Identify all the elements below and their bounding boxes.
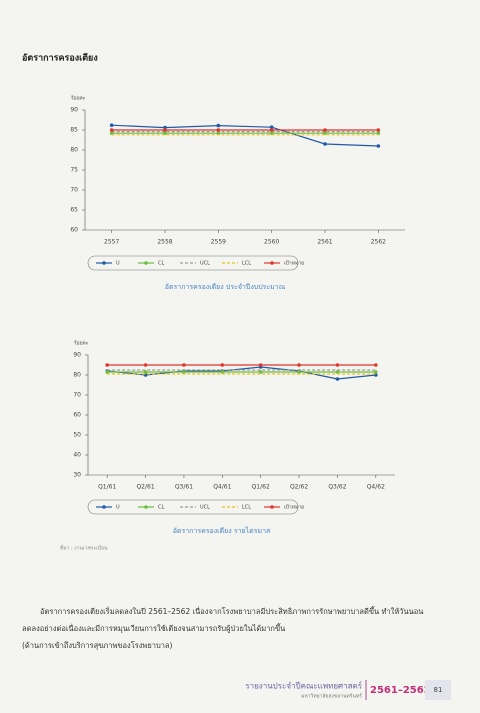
legend-label: U bbox=[116, 261, 120, 267]
page-title: อัตราการครองเตียง bbox=[22, 53, 98, 64]
legend-box bbox=[87, 255, 299, 271]
legend-marker bbox=[102, 505, 106, 509]
data-point bbox=[163, 128, 167, 132]
data-point bbox=[323, 142, 327, 146]
x-tick-label: Q2/61 bbox=[136, 484, 154, 491]
y-tick-label: 75 bbox=[70, 167, 78, 174]
legend-marker bbox=[144, 261, 148, 265]
y-tick-label: 30 bbox=[73, 472, 81, 479]
data-point bbox=[335, 370, 340, 374]
data-point bbox=[335, 363, 340, 367]
legend-label: เป้าหมาย bbox=[284, 504, 304, 511]
data-point bbox=[269, 128, 274, 132]
data-point bbox=[269, 131, 274, 135]
x-tick-label: 2559 bbox=[211, 239, 226, 246]
series-line bbox=[107, 366, 376, 380]
data-point bbox=[216, 131, 221, 135]
y-tick-label: 70 bbox=[70, 187, 78, 194]
y-axis-label: ร้อยละ bbox=[71, 95, 86, 102]
x-tick-label: Q1/62 bbox=[252, 484, 270, 491]
legend-label: CL bbox=[158, 261, 164, 267]
footer-years: 2561–2562 bbox=[370, 685, 431, 696]
y-tick-label: 65 bbox=[70, 207, 78, 214]
legend-label: UCL bbox=[200, 505, 210, 511]
data-point bbox=[269, 125, 274, 129]
x-tick-label: 2558 bbox=[157, 239, 172, 246]
page-number: 81 bbox=[434, 686, 443, 694]
data-point bbox=[376, 144, 381, 148]
footer-text: รายงานประจำปีคณะแพทยศาสตร์ bbox=[245, 681, 362, 691]
legend-marker bbox=[270, 261, 274, 265]
data-point bbox=[143, 370, 148, 374]
data-point bbox=[376, 131, 381, 135]
data-point bbox=[182, 363, 186, 367]
data-point bbox=[216, 128, 221, 132]
data-point bbox=[376, 128, 381, 132]
legend-label: เป้าหมาย bbox=[284, 260, 304, 267]
legend-marker bbox=[270, 505, 274, 509]
x-tick-label: 2560 bbox=[264, 239, 279, 246]
data-point bbox=[109, 128, 114, 132]
y-tick-label: 50 bbox=[73, 432, 81, 439]
data-point bbox=[258, 363, 263, 367]
source: ที่มา : งานเวชระเบียน bbox=[60, 545, 108, 552]
y-tick-label: 90 bbox=[73, 352, 81, 359]
data-point bbox=[297, 370, 301, 374]
x-tick-label: 2557 bbox=[104, 239, 119, 246]
body-line: (ด้านการเข้าถึงบริการสุขภาพของโรงพยาบาล) bbox=[22, 641, 173, 650]
legend-box bbox=[87, 499, 299, 515]
y-tick-label: 40 bbox=[73, 452, 81, 459]
data-point bbox=[163, 131, 167, 135]
legend-marker bbox=[102, 261, 106, 265]
legend-marker bbox=[144, 505, 148, 509]
data-point bbox=[297, 363, 301, 367]
x-tick-label: Q3/62 bbox=[328, 484, 346, 491]
y-tick-label: 85 bbox=[70, 127, 78, 134]
data-point bbox=[335, 377, 340, 381]
y-axis-label: ร้อยละ bbox=[74, 340, 89, 347]
series-line bbox=[111, 124, 379, 147]
data-point bbox=[374, 363, 378, 367]
chart-caption: อัตราการครองเตียง รายไตรมาส bbox=[173, 526, 271, 535]
data-point bbox=[216, 123, 221, 128]
legend-label: LCL bbox=[242, 261, 251, 267]
footer-subtext: มหาวิทยาลัยสงขลานครินทร์ bbox=[301, 693, 362, 700]
data-point bbox=[109, 131, 114, 135]
legend-label: UCL bbox=[200, 261, 210, 267]
page-number-box bbox=[425, 680, 451, 700]
x-tick-label: Q3/61 bbox=[175, 484, 193, 491]
y-tick-label: 60 bbox=[73, 412, 81, 419]
y-tick-label: 70 bbox=[73, 392, 81, 399]
body-line: ลดลงอย่างต่อเนื่องและมีการหมุนเวียนการใช… bbox=[22, 623, 285, 633]
x-tick-label: Q4/62 bbox=[367, 484, 385, 491]
data-point bbox=[220, 370, 225, 374]
data-point bbox=[109, 123, 114, 127]
x-tick-label: Q2/62 bbox=[290, 484, 308, 491]
y-tick-label: 80 bbox=[70, 147, 78, 154]
data-point bbox=[323, 131, 327, 135]
data-point bbox=[323, 128, 327, 132]
x-tick-label: Q1/61 bbox=[98, 484, 116, 491]
data-point bbox=[258, 370, 263, 374]
data-point bbox=[105, 363, 109, 367]
y-tick-label: 80 bbox=[73, 372, 81, 379]
y-tick-label: 90 bbox=[70, 107, 78, 114]
data-point bbox=[143, 363, 148, 367]
data-point bbox=[182, 370, 186, 374]
x-tick-label: 2561 bbox=[317, 239, 332, 246]
x-tick-label: 2562 bbox=[371, 239, 386, 246]
chart-caption: อัตราการครองเตียง ประจำปีงบประมาณ bbox=[165, 283, 286, 291]
y-tick-label: 60 bbox=[70, 227, 78, 234]
legend-label: U bbox=[116, 505, 120, 511]
x-tick-label: Q4/61 bbox=[213, 484, 231, 491]
body-line: อัตราการครองเตียงเริ่มลดลงในปี 2561–2562… bbox=[40, 606, 423, 616]
legend-label: CL bbox=[158, 505, 164, 511]
legend-label: LCL bbox=[242, 505, 251, 511]
data-point bbox=[220, 363, 225, 367]
data-point bbox=[105, 370, 109, 374]
data-point bbox=[374, 370, 378, 374]
